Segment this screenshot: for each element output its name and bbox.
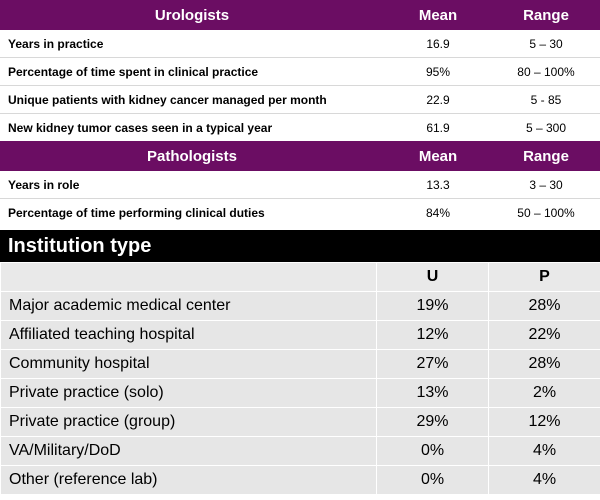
- row-u: 0%: [376, 436, 489, 466]
- table-row: Other (reference lab) 0% 4%: [0, 465, 600, 495]
- table-row: Community hospital 27% 28%: [0, 349, 600, 379]
- row-u: 13%: [376, 378, 489, 408]
- row-label: Years in role: [0, 171, 384, 199]
- row-range: 3 – 30: [492, 171, 600, 199]
- table-row: Private practice (solo) 13% 2%: [0, 378, 600, 408]
- institution-header-row: U P: [0, 262, 600, 292]
- pathologists-mean-header: Mean: [418, 147, 458, 165]
- row-label: Community hospital: [0, 349, 377, 379]
- row-label: Percentage of time performing clinical d…: [8, 205, 265, 220]
- table-row: Private practice (group) 29% 12%: [0, 407, 600, 437]
- pathologists-header-row: Pathologists Mean Range: [0, 141, 600, 171]
- row-p: 22%: [488, 320, 600, 350]
- row-label: Private practice (solo): [0, 378, 377, 408]
- row-p: 28%: [488, 291, 600, 321]
- row-range: 5 – 300: [525, 120, 567, 135]
- row-label: Percentage of time spent in clinical pra…: [0, 57, 384, 86]
- pathologists-title: Pathologists: [146, 147, 237, 165]
- row-range: 50 – 100%: [517, 205, 575, 220]
- urologists-header-row: Urologists Mean Range: [0, 0, 600, 30]
- table-row: Major academic medical center 19% 28%: [0, 291, 600, 321]
- row-u: 29%: [376, 407, 489, 437]
- row-mean: 13.3: [384, 171, 492, 199]
- row-label: Years in practice: [0, 30, 384, 58]
- table-row: Percentage of time spent in clinical pra…: [0, 57, 600, 86]
- table-row: Years in role 13.3 3 – 30: [0, 171, 600, 199]
- institution-table: U P Major academic medical center 19% 28…: [0, 262, 600, 495]
- urologists-mean-header: Mean: [418, 6, 458, 24]
- institution-type-title: Institution type: [0, 230, 600, 262]
- row-p: 4%: [488, 436, 600, 466]
- row-label: Major academic medical center: [0, 291, 377, 321]
- row-mean: 22.9: [384, 85, 492, 114]
- row-label: New kidney tumor cases seen in a typical…: [8, 120, 273, 135]
- row-label: Affiliated teaching hospital: [0, 320, 377, 350]
- row-label: Other (reference lab): [0, 465, 377, 495]
- row-u: 0%: [376, 465, 489, 495]
- row-range: 5 – 30: [492, 30, 600, 58]
- row-mean: 61.9: [426, 120, 450, 135]
- row-range: 80 – 100%: [492, 57, 600, 86]
- row-label: Private practice (group): [0, 407, 377, 437]
- table-row: Years in practice 16.9 5 – 30: [0, 30, 600, 58]
- row-range: 5 - 85: [492, 85, 600, 114]
- row-label: VA/Military/DoD: [0, 436, 377, 466]
- table-row: Affiliated teaching hospital 12% 22%: [0, 320, 600, 350]
- row-p: 2%: [488, 378, 600, 408]
- urologists-title: Urologists: [154, 6, 230, 24]
- row-label: Unique patients with kidney cancer manag…: [0, 85, 384, 114]
- row-u: 27%: [376, 349, 489, 379]
- col-u-header: U: [376, 262, 489, 292]
- row-mean: 16.9: [384, 30, 492, 58]
- urologists-table: Urologists Mean Range Years in practice …: [0, 0, 600, 226]
- row-p: 12%: [488, 407, 600, 437]
- table-row: Unique patients with kidney cancer manag…: [0, 85, 600, 114]
- pathologists-range-header: Range: [523, 147, 569, 165]
- table-row: VA/Military/DoD 0% 4%: [0, 436, 600, 466]
- row-p: 4%: [488, 465, 600, 495]
- row-u: 12%: [376, 320, 489, 350]
- row-mean: 84%: [425, 205, 451, 220]
- row-mean: 95%: [384, 57, 492, 86]
- col-p-header: P: [488, 262, 600, 292]
- urologists-range-header: Range: [523, 6, 569, 24]
- blank-header-cell: [0, 262, 377, 292]
- row-u: 19%: [376, 291, 489, 321]
- table-row: Percentage of time performing clinical d…: [0, 199, 600, 227]
- table-row: New kidney tumor cases seen in a typical…: [0, 114, 600, 142]
- row-p: 28%: [488, 349, 600, 379]
